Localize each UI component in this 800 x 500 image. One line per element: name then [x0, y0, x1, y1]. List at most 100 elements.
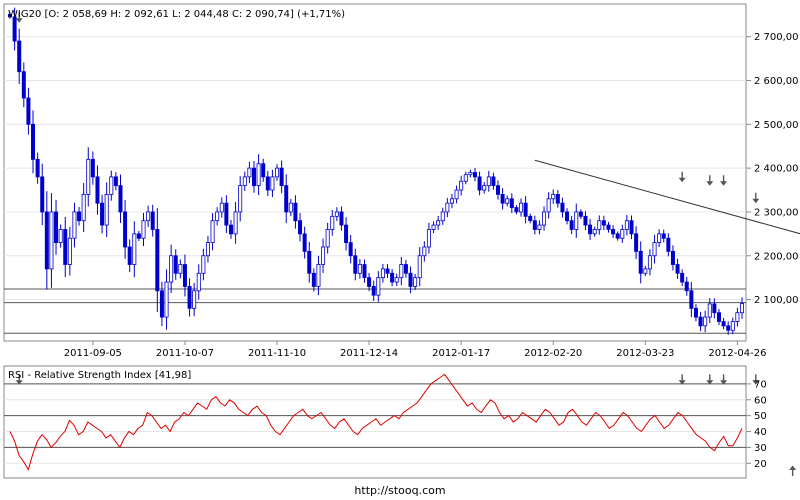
price-candle	[90, 151, 95, 185]
price-candle	[693, 304, 698, 322]
price-candle	[182, 254, 187, 297]
price-candle	[261, 158, 266, 182]
price-candle	[178, 259, 183, 279]
price-candle	[293, 195, 298, 229]
price-candle	[413, 273, 418, 291]
price-candle	[390, 269, 395, 287]
price-candle	[399, 256, 404, 286]
rsi-plot-frame	[3, 365, 747, 479]
price-candle	[77, 206, 82, 226]
price-arrow-down-icon	[15, 12, 23, 23]
rsi-y-tick-label: 20	[754, 459, 767, 470]
price-candle	[546, 192, 551, 219]
price-candle	[26, 87, 31, 135]
source-footer[interactable]: http://stooq.com	[354, 484, 446, 497]
price-candle	[592, 226, 597, 237]
price-candle	[394, 273, 399, 286]
price-candle	[86, 147, 91, 207]
price-candle	[380, 263, 385, 283]
price-candle	[740, 297, 745, 319]
price-candle	[238, 176, 243, 222]
price-candle	[684, 277, 689, 296]
rsi-chart-title: RSI - Relative Strength Index [41,98]	[8, 370, 191, 381]
price-candle	[228, 220, 233, 239]
price-candle	[463, 171, 468, 185]
price-x-axis: 2011-09-05 2011-10-07 2011-11-10 2011-12-14…	[64, 341, 766, 359]
price-candle	[215, 207, 220, 226]
price-candle	[141, 212, 146, 247]
price-x-tick-label: 2011-09-05	[64, 348, 122, 359]
price-candle	[242, 171, 247, 191]
price-candle	[459, 175, 464, 196]
price-candle	[634, 226, 639, 259]
price-y-tick-label: 2 300,00	[754, 207, 799, 218]
price-candle	[385, 264, 390, 279]
price-candle	[353, 248, 358, 281]
price-candle	[95, 165, 100, 215]
price-candle	[371, 280, 376, 301]
price-candle	[251, 161, 256, 193]
price-candle	[201, 248, 206, 281]
price-candle	[426, 222, 431, 254]
price-candle	[256, 154, 261, 196]
price-y-tick-label: 2 600,00	[754, 76, 799, 87]
price-candle	[542, 206, 547, 231]
price-candle	[155, 208, 160, 313]
rsi-arrow-down-icon	[678, 374, 686, 385]
price-candle	[173, 249, 178, 280]
rsi-line	[9, 373, 743, 471]
price-candle	[707, 298, 712, 323]
rsi-y-tick-label: 70	[754, 379, 767, 390]
price-x-tick-label: 2012-01-17	[432, 348, 490, 359]
price-candle	[574, 203, 579, 238]
price-candle	[49, 193, 54, 288]
price-candle	[127, 239, 132, 273]
price-candle	[72, 202, 77, 248]
price-candle	[657, 229, 662, 248]
price-candle	[100, 194, 105, 234]
rsi-arrow-up-icon	[789, 465, 797, 477]
price-candle	[431, 221, 436, 234]
price-candle	[500, 188, 505, 210]
price-x-tick-label: 2012-02-20	[524, 348, 582, 359]
price-candle	[187, 278, 192, 317]
price-candle	[583, 211, 588, 231]
price-candle	[509, 193, 514, 214]
price-candle	[247, 161, 252, 184]
price-candle	[81, 183, 86, 233]
price-candle	[17, 28, 22, 85]
price-candle	[629, 215, 634, 240]
price-candle	[417, 247, 422, 287]
price-y-tick-label: 2 700,00	[754, 32, 799, 43]
price-candle	[21, 62, 26, 108]
price-candle	[104, 182, 109, 238]
price-candle	[675, 258, 680, 280]
price-candle	[615, 231, 620, 241]
price-candle	[284, 174, 289, 224]
price-candle	[477, 171, 482, 196]
price-candle	[491, 172, 496, 190]
price-chart-title: WIG20 [O: 2 058,69 H: 2 092,61 L: 2 044,…	[8, 9, 345, 20]
price-candle	[422, 241, 427, 262]
price-candle	[532, 215, 537, 235]
price-candle	[132, 221, 137, 278]
price-grid	[4, 36, 746, 301]
rsi-arrow-down-icon	[706, 374, 714, 385]
price-candle	[279, 160, 284, 194]
rsi-y-tick-label: 30	[754, 443, 767, 454]
price-candle	[311, 268, 316, 292]
price-candle	[150, 204, 155, 237]
price-candle	[569, 215, 574, 235]
price-candle	[735, 307, 740, 327]
price-candle	[565, 208, 570, 225]
price-candle	[113, 172, 118, 191]
price-candles	[7, 7, 745, 335]
price-candle	[219, 197, 224, 218]
price-y-tick-label: 2 200,00	[754, 251, 799, 262]
price-candle	[643, 266, 648, 277]
price-candle	[670, 245, 675, 271]
price-y-axis: 2 100,00 2 200,00 2 300,00 2 400,00 2 500,00…	[746, 32, 799, 306]
price-candle	[123, 200, 128, 259]
price-arrow-down-icon	[720, 175, 728, 186]
price-candle	[376, 271, 381, 302]
